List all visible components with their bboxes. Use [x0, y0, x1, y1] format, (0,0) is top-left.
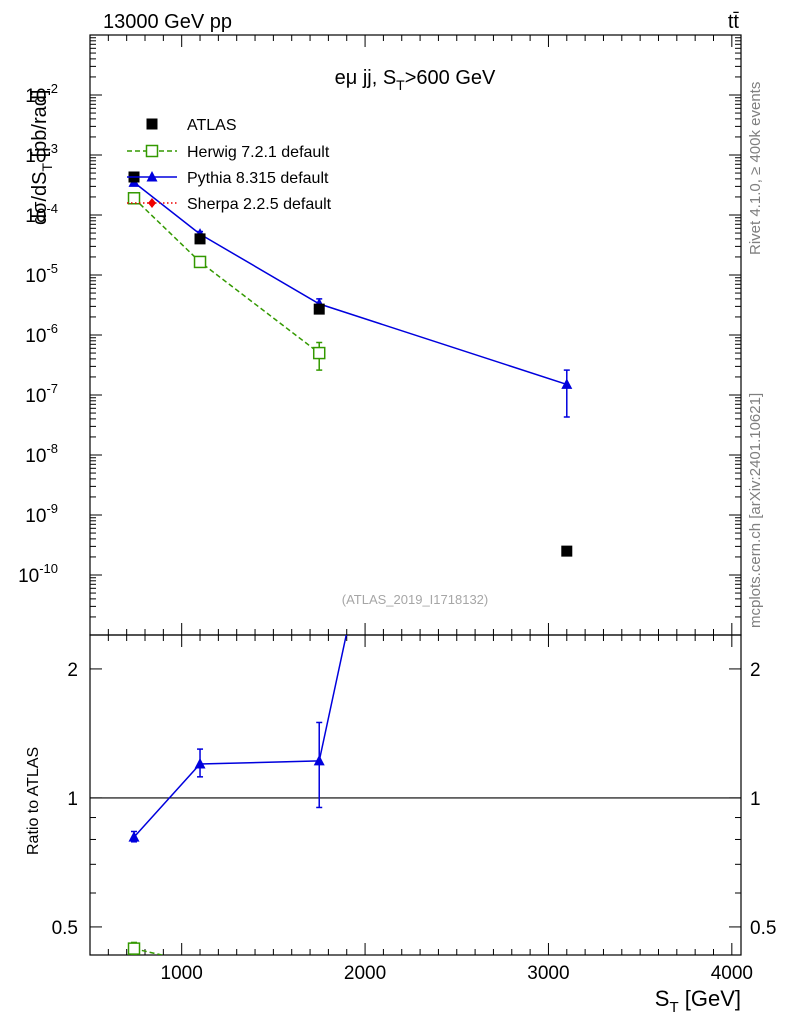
ratio-pythia-line	[133, 635, 348, 838]
x-tick-label: 3000	[527, 963, 569, 984]
header-left-label: 13000 GeV pp	[103, 11, 232, 33]
ratio-y-tick-label: 0.5	[52, 918, 78, 939]
title-sub-text: T	[396, 77, 405, 93]
main-y-tick-label: 10-6	[25, 321, 58, 347]
main-y-tick-label: 10-5	[25, 261, 58, 287]
xlabel-tail-text: [GeV]	[679, 986, 741, 1011]
legend-herwig-marker	[145, 144, 159, 158]
ylabel-main-text: dσ/dS	[29, 172, 51, 226]
side-mcplots-label: mcplots.cern.ch [arXiv:2401.10621]	[747, 393, 764, 628]
main-atlas-point	[313, 303, 325, 315]
legend: ATLAS Herwig 7.2.1 default Pythia 8.315 de…	[127, 117, 332, 213]
legend-sherpa-label: Sherpa 2.2.5 default	[187, 196, 332, 213]
main-atlas-point	[561, 545, 573, 557]
main-y-tick-exponent: -4	[46, 201, 58, 216]
legend-herwig-label: Herwig 7.2.1 default	[187, 144, 330, 161]
main-y-tick-exponent: -9	[46, 501, 58, 516]
main-y-tick-exponent: -10	[39, 561, 58, 576]
ylabel-tail-text: [pb/rad]	[29, 90, 51, 163]
ratio-axis-ticks: 1000 2000 3000 4000 0.5 0.5 1 1 2 2	[52, 635, 776, 984]
ratio-frame	[89, 634, 742, 956]
title-tail-text: >600 GeV	[405, 67, 496, 89]
ratio-pythia-point	[194, 757, 206, 769]
ratio-data-layer	[127, 635, 348, 955]
ratio-pythia-point	[128, 831, 140, 842]
main-y-tick-label: 10-9	[25, 501, 58, 527]
ratio-pythia-point	[313, 754, 325, 766]
x-tick-label: 2000	[344, 963, 386, 984]
legend-atlas-label: ATLAS	[187, 117, 237, 134]
ratio-y-axis-label: Ratio to ATLAS	[25, 747, 42, 855]
main-herwig-point	[193, 255, 207, 269]
main-y-tick-exponent: -3	[46, 141, 58, 156]
ratio-y-tick-label-right: 1	[750, 789, 761, 810]
main-y-tick-label: 10-7	[25, 381, 58, 407]
ratio-panel: 1000 2000 3000 4000 0.5 0.5 1 1 2 2 Ratio to ATLA…	[25, 634, 776, 1016]
ratio-y-tick-label: 2	[67, 660, 78, 681]
main-y-tick-exponent: -8	[46, 441, 58, 456]
main-herwig-line	[133, 197, 320, 354]
ratio-y-tick-label-right: 0.5	[750, 918, 776, 939]
x-axis-label: ST [GeV]	[655, 986, 741, 1016]
main-y-tick-exponent: -6	[46, 321, 58, 336]
main-atlas-point	[194, 233, 206, 245]
analysis-watermark: (ATLAS_2019_I1718132)	[342, 592, 488, 607]
ylabel-sub-text: T	[39, 163, 55, 172]
x-tick-label: 4000	[711, 963, 753, 984]
main-plot-title: eμ jj, ST>600 GeV	[335, 67, 496, 93]
main-data-layer	[127, 171, 573, 557]
xlabel-main-text: S	[655, 986, 670, 1011]
ratio-y-tick-label-right: 2	[750, 660, 761, 681]
main-y-tick-exponent: -7	[46, 381, 58, 396]
legend-pythia-marker	[146, 171, 158, 182]
main-y-axis-label: dσ/dST [pb/rad]	[29, 90, 55, 225]
main-y-tick-label: 10-10	[18, 561, 58, 587]
main-herwig-point	[312, 346, 326, 360]
x-tick-label: 1000	[161, 963, 203, 984]
legend-sherpa-marker	[148, 198, 156, 208]
legend-atlas-marker	[146, 118, 158, 130]
ratio-herwig-line	[133, 947, 165, 955]
title-main-text: eμ jj, S	[335, 67, 397, 89]
side-rivet-label: Rivet 4.1.0, ≥ 400k events	[747, 82, 764, 255]
main-y-tick-exponent: -5	[46, 261, 58, 276]
ratio-y-tick-label: 1	[67, 789, 78, 810]
ratio-herwig-point	[127, 942, 141, 955]
main-pythia-point	[561, 378, 573, 389]
main-y-tick-label: 10-8	[25, 441, 58, 467]
legend-pythia-label: Pythia 8.315 default	[187, 170, 329, 187]
xlabel-sub-text: T	[669, 999, 678, 1016]
main-y-tick-exponent: -2	[46, 81, 58, 96]
main-herwig-point	[127, 192, 141, 205]
main-pythia-line	[133, 181, 568, 386]
header-right-label: tt̄	[728, 11, 740, 33]
